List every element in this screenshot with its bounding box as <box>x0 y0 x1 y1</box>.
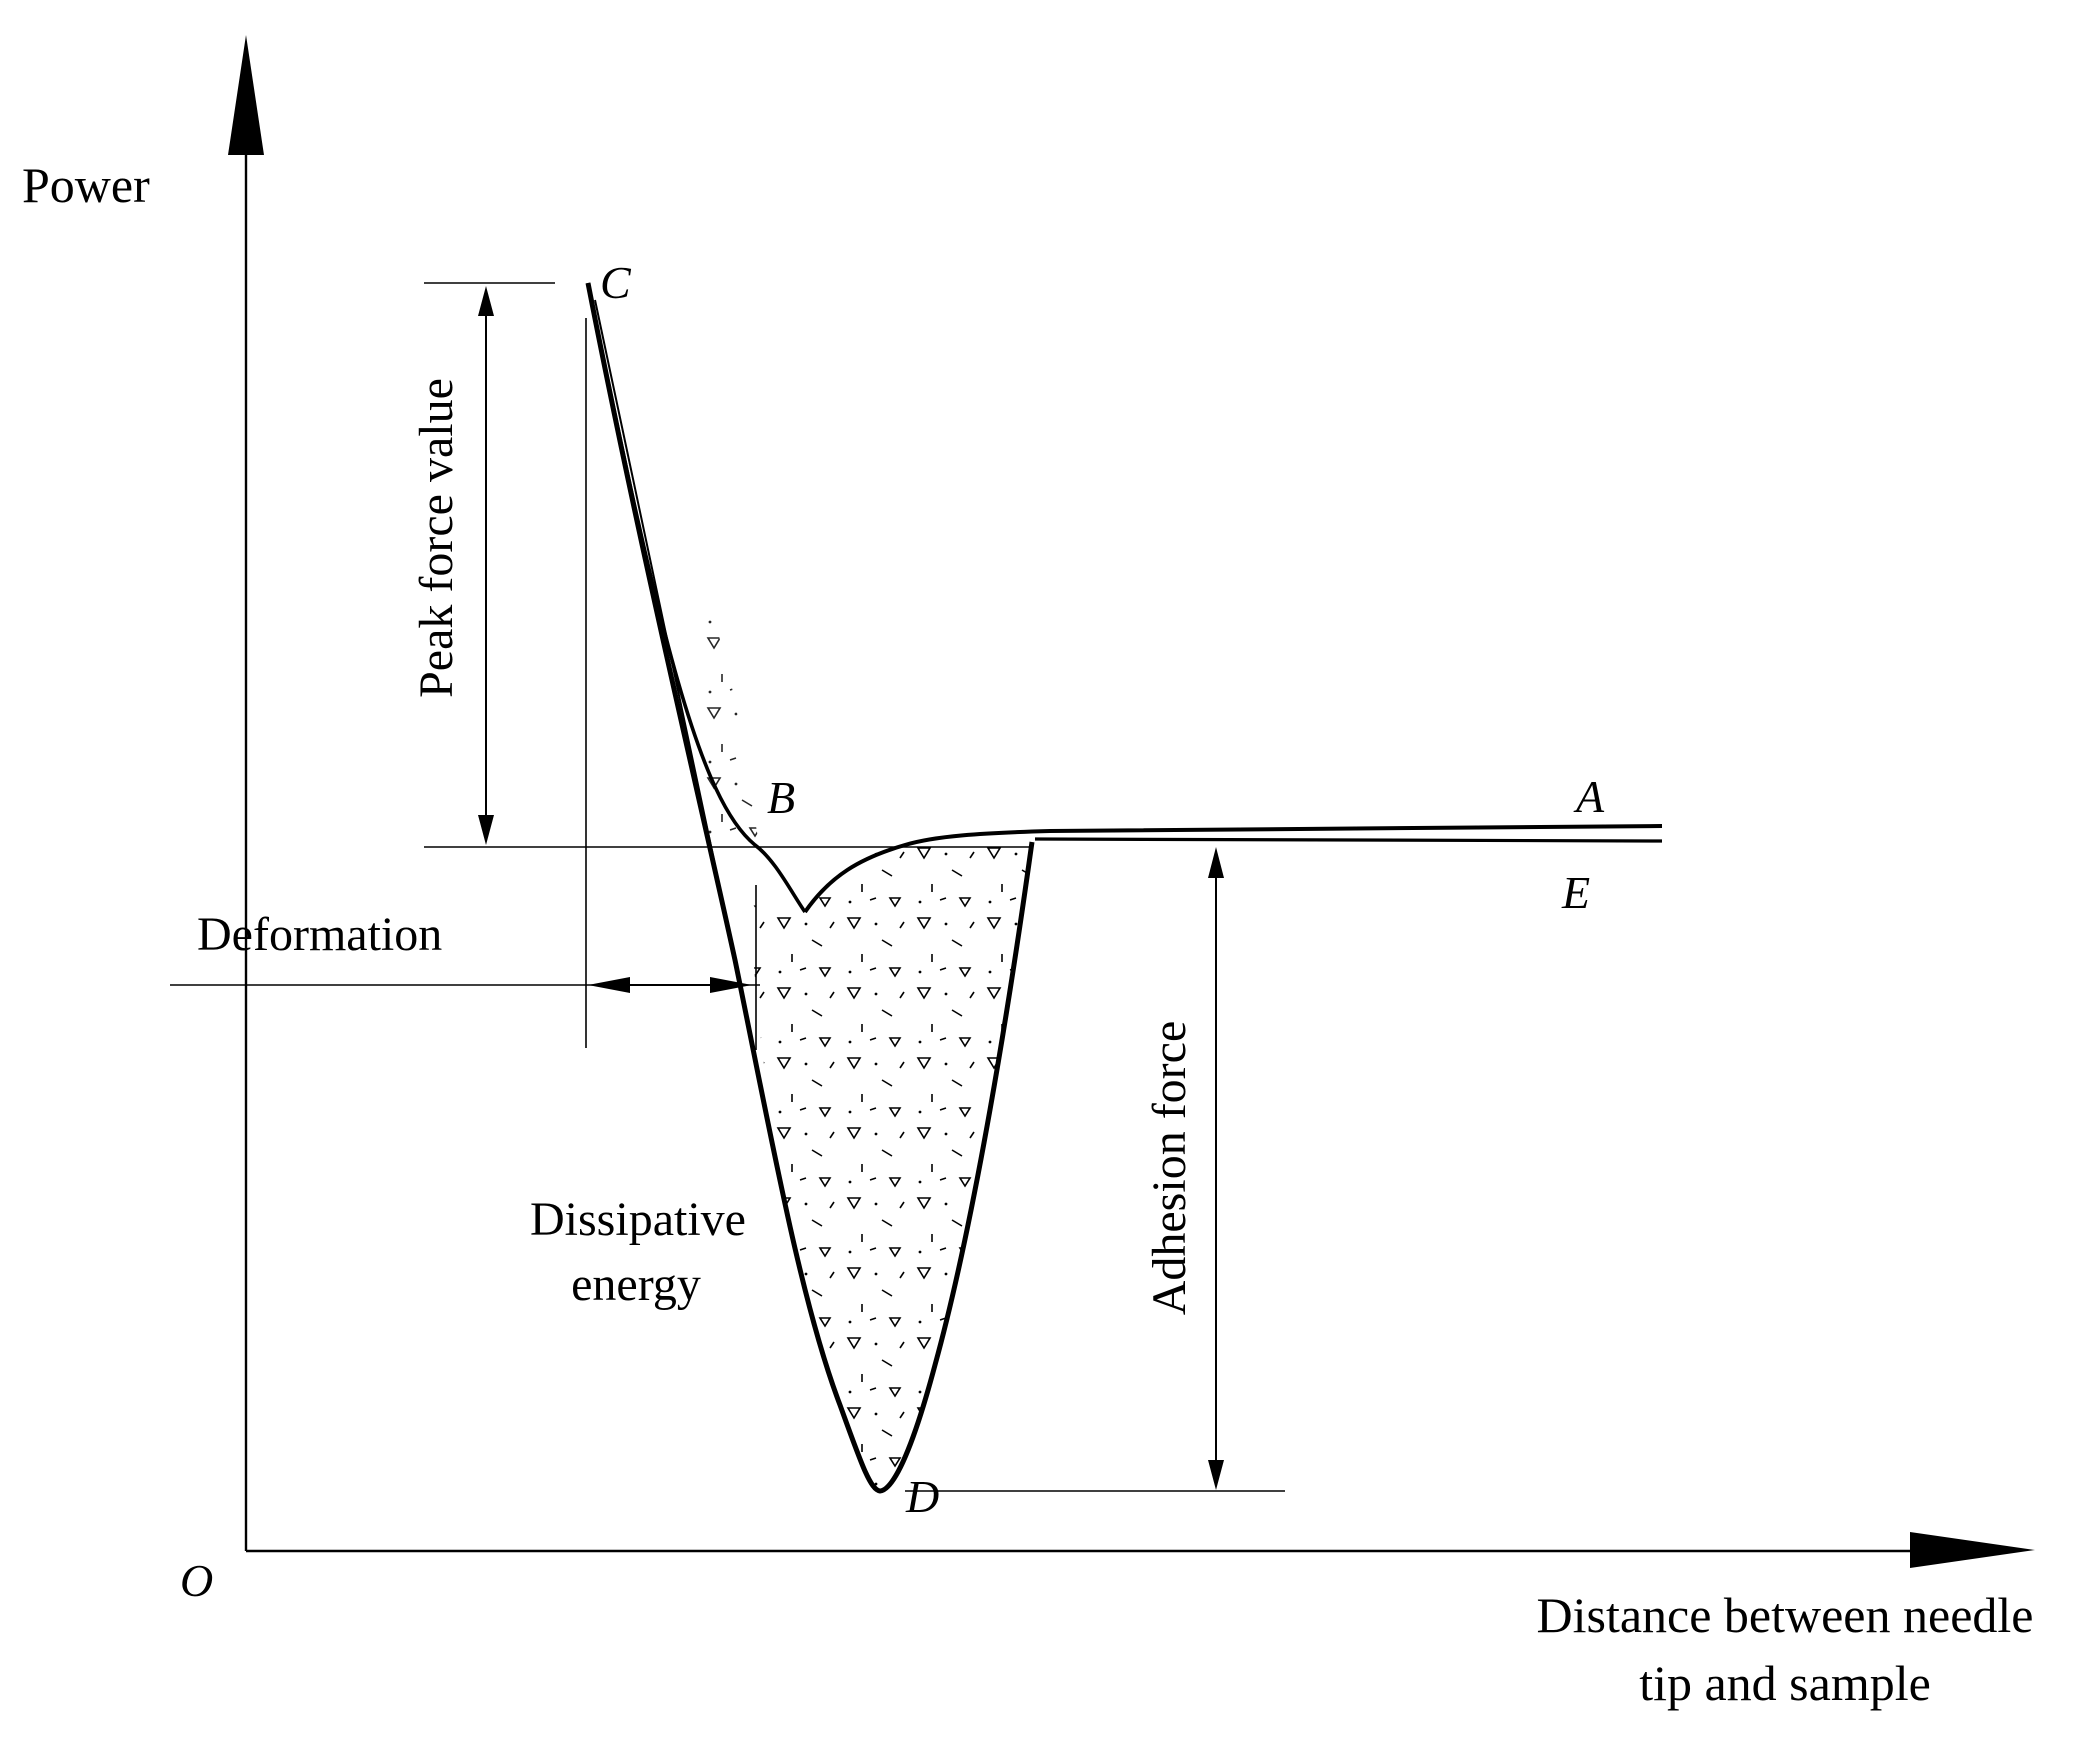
stipple-wedge <box>700 560 760 850</box>
point-label-c: C <box>600 257 632 308</box>
point-label-a: A <box>1573 771 1605 822</box>
curve-a-approach <box>803 824 1663 914</box>
dissipative-label-line2: energy <box>571 1258 701 1311</box>
adhesion-arrow-bottom <box>1208 1460 1224 1490</box>
x-axis-label-line1: Distance between needle <box>1537 1587 2034 1643</box>
adhesion-force-label: Adhesion force <box>1143 1021 1196 1316</box>
x-axis-label-line2: tip and sample <box>1639 1655 1931 1711</box>
deformation-label: Deformation <box>197 908 442 961</box>
curve-c-descend <box>585 282 1035 1494</box>
dissipative-energy-region <box>750 842 1032 1491</box>
adhesion-arrow-top <box>1208 847 1224 878</box>
x-axis-arrowhead <box>1910 1532 2035 1568</box>
point-label-e: E <box>1561 867 1590 918</box>
peak-force-arrow-top <box>478 286 494 316</box>
curve-c-inner <box>594 299 753 1041</box>
peak-force-label: Peak force value <box>410 378 463 698</box>
curve-e-retract <box>1034 837 1663 843</box>
peak-force-arrow-bottom <box>478 815 494 845</box>
y-axis-arrowhead <box>228 35 264 155</box>
dissipative-label-line1: Dissipative <box>530 1193 746 1246</box>
y-axis-label: Power <box>22 157 150 213</box>
origin-label: O <box>180 1555 213 1606</box>
deformation-arrow-left <box>588 977 630 993</box>
point-label-d: D <box>905 1471 939 1522</box>
point-label-b: B <box>767 772 795 823</box>
deformation-arrow-right <box>710 977 752 993</box>
